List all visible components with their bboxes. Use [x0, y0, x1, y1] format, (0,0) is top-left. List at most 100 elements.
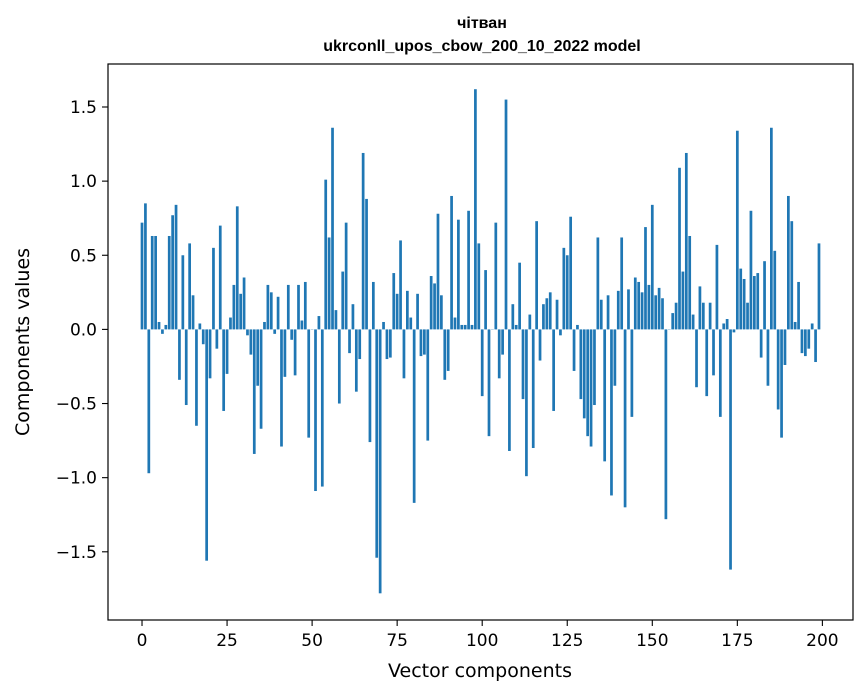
bar-23 — [218, 225, 222, 330]
bar-110 — [514, 324, 518, 330]
bar-162 — [691, 314, 695, 330]
bar-132 — [589, 329, 593, 447]
bar-56 — [331, 127, 334, 330]
bar-137 — [606, 295, 610, 330]
bar-46 — [297, 284, 300, 330]
bar-125 — [565, 255, 569, 330]
bar-106 — [501, 329, 504, 355]
bar-49 — [307, 329, 311, 438]
bar-133 — [593, 329, 596, 406]
bar-198 — [814, 329, 817, 363]
bar-81 — [416, 293, 419, 330]
bar-136 — [603, 329, 607, 462]
bar-74 — [392, 273, 396, 330]
bar-30 — [242, 277, 246, 330]
bar-53 — [320, 329, 324, 487]
y-tick-label: 1.5 — [70, 98, 97, 118]
bar-66 — [365, 198, 368, 330]
bar-22 — [215, 329, 219, 349]
bar-85 — [429, 276, 433, 330]
bar-111 — [518, 262, 521, 330]
y-tick-label: −0.5 — [56, 395, 97, 415]
y-tick-label: 1.0 — [70, 172, 97, 192]
bar-17 — [198, 323, 202, 330]
bar-91 — [450, 195, 453, 330]
bar-18 — [201, 329, 205, 345]
bar-172 — [725, 319, 729, 330]
bar-88 — [440, 295, 443, 330]
bar-121 — [552, 329, 555, 411]
bar-64 — [358, 329, 362, 360]
bar-29 — [239, 293, 243, 330]
bar-70 — [378, 329, 382, 594]
bar-183 — [763, 261, 766, 330]
bar-187 — [776, 329, 780, 410]
bar-92 — [453, 317, 457, 330]
bar-161 — [688, 235, 692, 330]
bar-43 — [286, 284, 290, 330]
bar-194 — [800, 329, 804, 354]
bar-90 — [446, 329, 450, 371]
bar-2 — [147, 329, 151, 474]
bar-199 — [817, 243, 821, 330]
bar-190 — [787, 195, 790, 330]
bar-188 — [780, 329, 783, 438]
bar-11 — [178, 329, 181, 380]
bar-153 — [661, 298, 664, 330]
bar-148 — [644, 227, 647, 330]
bar-7 — [164, 324, 168, 330]
bar-14 — [188, 243, 191, 330]
x-tick-label: 50 — [301, 631, 323, 651]
bar-54 — [324, 179, 328, 330]
bar-165 — [701, 302, 705, 330]
bar-96 — [467, 210, 470, 330]
bar-140 — [616, 290, 620, 330]
bar-176 — [739, 268, 743, 330]
bar-168 — [712, 329, 715, 376]
bar-78 — [406, 290, 409, 330]
bar-180 — [752, 276, 756, 330]
bar-95 — [463, 324, 467, 330]
bar-26 — [229, 317, 232, 330]
bar-163 — [695, 329, 698, 388]
bar-159 — [681, 271, 685, 330]
bar-142 — [623, 329, 627, 508]
x-tick-label: 100 — [466, 631, 498, 651]
bar-186 — [773, 250, 777, 330]
bar-109 — [511, 304, 515, 330]
y-axis-label: Components values — [12, 248, 34, 436]
bar-105 — [497, 329, 501, 379]
bar-39 — [273, 329, 277, 334]
bar-34 — [256, 329, 260, 386]
bar-1 — [144, 203, 147, 330]
bar-57 — [334, 310, 338, 330]
bar-173 — [729, 329, 732, 570]
bar-42 — [283, 329, 287, 377]
bar-116 — [535, 221, 538, 330]
bar-107 — [504, 99, 508, 330]
bar-45 — [293, 329, 297, 376]
bar-40 — [276, 296, 280, 330]
bar-86 — [433, 283, 436, 330]
bar-44 — [290, 329, 294, 340]
bar-65 — [361, 152, 365, 330]
bar-119 — [545, 298, 549, 330]
bar-147 — [640, 292, 644, 330]
bar-157 — [674, 302, 678, 330]
bar-32 — [249, 329, 253, 355]
bar-174 — [732, 329, 736, 333]
bar-146 — [637, 281, 641, 330]
bar-114 — [528, 314, 532, 330]
bar-129 — [579, 329, 583, 400]
bar-101 — [484, 270, 487, 330]
bar-72 — [385, 329, 389, 360]
bar-80 — [412, 329, 416, 503]
bar-69 — [375, 329, 379, 558]
bar-169 — [715, 244, 719, 330]
bar-58 — [337, 329, 341, 404]
bar-31 — [246, 329, 249, 336]
bar-192 — [793, 321, 797, 330]
bar-12 — [181, 255, 185, 330]
bar-47 — [300, 320, 304, 330]
bar-124 — [562, 247, 566, 330]
